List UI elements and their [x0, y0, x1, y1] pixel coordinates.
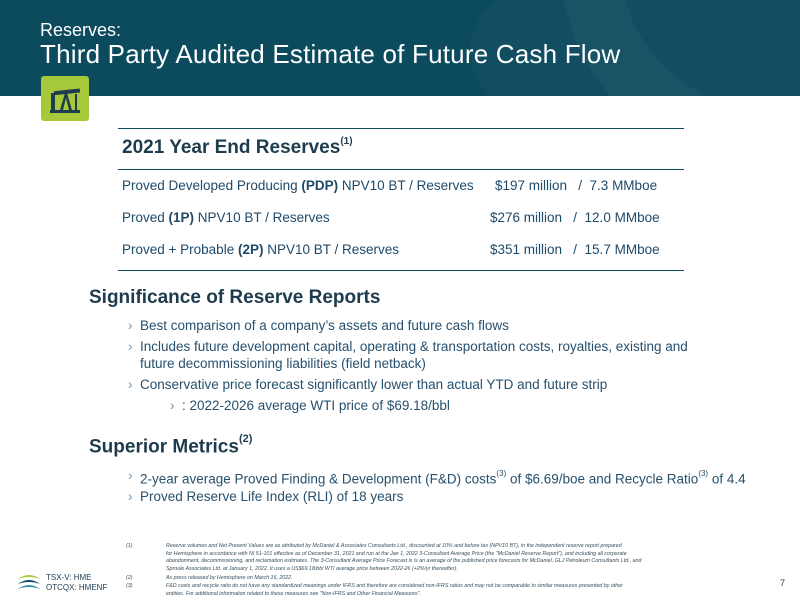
row-label: Proved Developed Producing (PDP) NPV10 B… [122, 178, 474, 193]
chevron-right-icon: › [128, 339, 133, 354]
row-label: Proved + Probable (2P) NPV10 BT / Reserv… [122, 242, 400, 257]
footnote: (1) Reserve volumes and Net Present Valu… [126, 543, 642, 572]
slide-title: Third Party Audited Estimate of Future C… [40, 39, 621, 69]
chevron-right-icon: › [170, 398, 175, 413]
row-label: Proved (1P) NPV10 BT / Reserves [122, 210, 330, 225]
chevron-right-icon: › [128, 489, 133, 504]
reserves-table-heading: 2021 Year End Reserves(1) [122, 135, 353, 158]
footnote: (2) As press released by Hemisphere on M… [126, 575, 293, 581]
reserves-table: 2021 Year End Reserves(1) Proved Develop… [118, 128, 684, 271]
section-icon-badge [41, 76, 89, 121]
page-number: 7 [780, 578, 786, 588]
table-row: Proved (1P) NPV10 BT / Reserves $276 mil… [118, 202, 684, 234]
list-item: › 2-year average Proved Finding & Develo… [128, 468, 746, 487]
table-row: Proved Developed Producing (PDP) NPV10 B… [118, 170, 684, 202]
header-banner: Reserves: Third Party Audited Estimate o… [0, 0, 800, 96]
list-item: › Conservative price forecast significan… [128, 377, 608, 392]
table-header-rule [118, 169, 684, 170]
significance-heading: Significance of Reserve Reports [89, 287, 381, 308]
chevron-right-icon: › [128, 377, 133, 392]
list-item: › Proved Reserve Life Index (RLI) of 18 … [128, 489, 404, 504]
footnote: (3) F&D costs and recycle ratio do not h… [126, 583, 623, 597]
ticker-tsxv: TSX-V: HME [46, 573, 92, 582]
list-item: › Best comparison of a company’s assets … [128, 318, 509, 333]
chevron-right-icon: › [128, 468, 133, 483]
chevron-right-icon: › [128, 318, 133, 333]
table-row: Proved + Probable (2P) NPV10 BT / Reserv… [118, 234, 684, 266]
table-top-rule [118, 128, 684, 129]
company-logo-icon [18, 575, 40, 589]
sub-list-item: › : 2022-2026 average WTI price of $69.1… [170, 398, 450, 413]
ticker-otcqx: OTCQX: HMENF [46, 583, 108, 592]
row-value: $197 million / 7.3 MMboe [495, 178, 658, 193]
table-bottom-rule [118, 270, 684, 271]
row-value: $351 million / 15.7 MMboe [490, 242, 660, 257]
ticker-block: TSX-V: HME OTCQX: HMENF [16, 573, 107, 593]
list-item: › Includes future development capital, o… [128, 339, 688, 371]
metrics-heading: Superior Metrics(2) [89, 433, 253, 458]
oil-pumpjack-icon [50, 88, 81, 113]
slide-subtitle: Reserves: [40, 20, 122, 40]
row-value: $276 million / 12.0 MMboe [490, 210, 660, 225]
